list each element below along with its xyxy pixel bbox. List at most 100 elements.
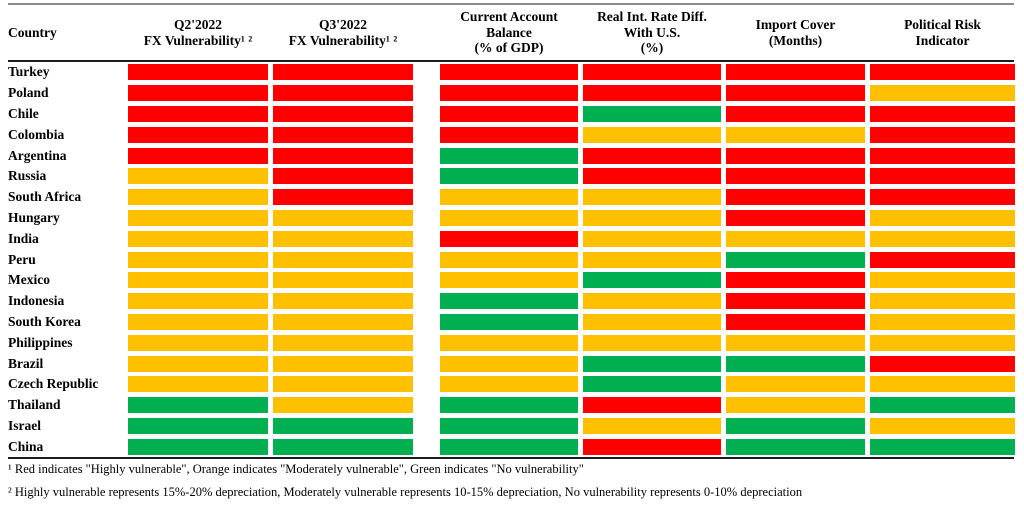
- heatmap-cell-current-account: [440, 168, 578, 185]
- table-row: Peru: [8, 249, 1015, 270]
- country-label: Colombia: [8, 126, 65, 142]
- country-label: Turkey: [8, 64, 50, 80]
- column-group-gap: [418, 301, 435, 302]
- heatmap-cell-q2-fx: [128, 272, 268, 289]
- heatmap-cell-q2-fx: [128, 168, 268, 185]
- column-group-gap: [418, 113, 435, 114]
- heatmap-cell-q3-fx: [273, 272, 413, 289]
- heatmap-cell-real-int-rate: [583, 168, 721, 185]
- column-group-gap: [418, 238, 435, 239]
- footnotes: ¹ Red indicates "Highly vulnerable", Ora…: [8, 462, 1014, 500]
- column-group-gap: [418, 197, 435, 198]
- country-label: Hungary: [8, 209, 60, 225]
- heatmap-cell-q3-fx: [273, 313, 413, 330]
- heatmap-cell-current-account: [440, 147, 578, 164]
- country-label: Philippines: [8, 334, 73, 350]
- table-row: Argentina: [8, 145, 1015, 166]
- column-group-gap: [418, 32, 435, 33]
- heatmap-cell-current-account: [440, 64, 578, 81]
- heatmap-cell-political-risk: [870, 209, 1015, 226]
- table-row: Thailand: [8, 395, 1015, 416]
- column-group-gap: [418, 134, 435, 135]
- column-group-gap: [418, 93, 435, 94]
- table-row: India: [8, 228, 1015, 249]
- column-group-gap: [418, 176, 435, 177]
- heatmap-cell-political-risk: [870, 230, 1015, 247]
- column-group-gap: [418, 259, 435, 260]
- country-label: Chile: [8, 105, 39, 121]
- column-group-gap: [418, 384, 435, 385]
- table-row: China: [8, 436, 1015, 457]
- column-header-q2-fx: Q2'2022 FX Vulnerability¹ ²: [143, 16, 253, 48]
- country-label: Thailand: [8, 397, 61, 413]
- heatmap-cell-q3-fx: [273, 397, 413, 414]
- heatmap-cell-current-account: [440, 189, 578, 206]
- heatmap-cell-q3-fx: [273, 355, 413, 372]
- heatmap-cell-q2-fx: [128, 417, 268, 434]
- heatmap-cell-q3-fx: [273, 334, 413, 351]
- heatmap-cell-q2-fx: [128, 147, 268, 164]
- heatmap-cell-import-cover: [726, 334, 865, 351]
- country-label: Czech Republic: [8, 376, 99, 392]
- heatmap-cell-political-risk: [870, 438, 1015, 455]
- heatmap-cell-q3-fx: [273, 376, 413, 393]
- column-group-gap: [418, 405, 435, 406]
- heatmap-cell-political-risk: [870, 64, 1015, 81]
- heatmap-cell-real-int-rate: [583, 64, 721, 81]
- table-row: Israel: [8, 416, 1015, 437]
- heatmap-cell-import-cover: [726, 230, 865, 247]
- heatmap-cell-current-account: [440, 209, 578, 226]
- column-header-political-risk: Political Risk Indicator: [904, 16, 981, 48]
- country-label: Israel: [8, 417, 41, 433]
- country-label: Peru: [8, 251, 36, 267]
- heatmap-cell-import-cover: [726, 147, 865, 164]
- table-row: Brazil: [8, 353, 1015, 374]
- column-group-gap: [418, 217, 435, 218]
- heatmap-cell-q3-fx: [273, 251, 413, 268]
- heatmap-cell-import-cover: [726, 64, 865, 81]
- heatmap-cell-real-int-rate: [583, 334, 721, 351]
- heatmap-cell-q2-fx: [128, 64, 268, 81]
- heatmap-cell-import-cover: [726, 355, 865, 372]
- column-header-q3-fx: Q3'2022 FX Vulnerability¹ ²: [288, 16, 398, 48]
- heatmap-cell-import-cover: [726, 168, 865, 185]
- table-row: Hungary: [8, 208, 1015, 229]
- heatmap-cell-q2-fx: [128, 293, 268, 310]
- heatmap-cell-q3-fx: [273, 105, 413, 122]
- heatmap-cell-current-account: [440, 230, 578, 247]
- top-border-line: [8, 3, 1014, 5]
- table-row: Mexico: [8, 270, 1015, 291]
- country-label: Poland: [8, 85, 49, 101]
- heatmap-cell-import-cover: [726, 438, 865, 455]
- heatmap-cell-import-cover: [726, 272, 865, 289]
- heatmap-cell-import-cover: [726, 397, 865, 414]
- heatmap-cell-q2-fx: [128, 251, 268, 268]
- heatmap-cell-current-account: [440, 417, 578, 434]
- heatmap-cell-q3-fx: [273, 438, 413, 455]
- heatmap-cell-import-cover: [726, 313, 865, 330]
- heatmap-cell-political-risk: [870, 126, 1015, 143]
- country-label: Mexico: [8, 272, 50, 288]
- heatmap-cell-q2-fx: [128, 209, 268, 226]
- table-row: Turkey: [8, 62, 1015, 83]
- table-row: South Korea: [8, 312, 1015, 333]
- country-label: South Korea: [8, 313, 81, 329]
- heatmap-cell-political-risk: [870, 417, 1015, 434]
- heatmap-cell-current-account: [440, 85, 578, 102]
- country-label: Brazil: [8, 355, 44, 371]
- table-row: Philippines: [8, 332, 1015, 353]
- column-header-real-int-rate: Real Int. Rate Diff. With U.S. (%): [597, 8, 707, 56]
- heatmap-cell-real-int-rate: [583, 230, 721, 247]
- heatmap-cell-q2-fx: [128, 313, 268, 330]
- heatmap-cell-current-account: [440, 313, 578, 330]
- column-header-country: Country: [8, 24, 57, 40]
- heatmap-cell-import-cover: [726, 209, 865, 226]
- heatmap-cell-political-risk: [870, 85, 1015, 102]
- heatmap-cell-q2-fx: [128, 376, 268, 393]
- heatmap-cell-q3-fx: [273, 126, 413, 143]
- heatmap-cell-real-int-rate: [583, 272, 721, 289]
- heatmap-cell-real-int-rate: [583, 397, 721, 414]
- heatmap-cell-q2-fx: [128, 438, 268, 455]
- heatmap-cell-q2-fx: [128, 126, 268, 143]
- column-group-gap: [418, 155, 435, 156]
